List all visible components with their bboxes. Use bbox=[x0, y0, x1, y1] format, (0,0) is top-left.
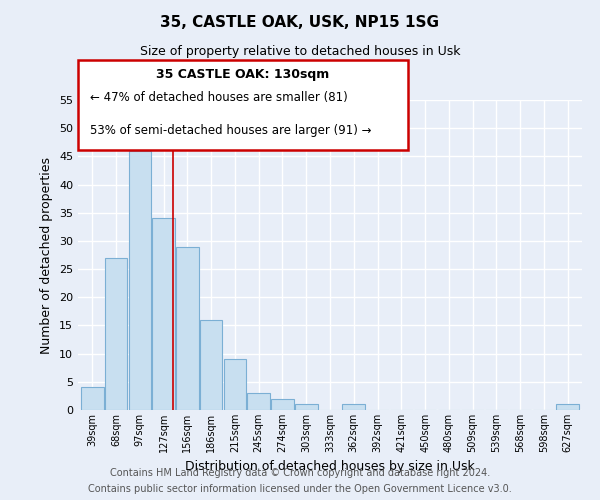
Bar bbox=[200, 320, 223, 410]
Bar bbox=[247, 393, 270, 410]
Y-axis label: Number of detached properties: Number of detached properties bbox=[40, 156, 53, 354]
Bar bbox=[271, 398, 294, 410]
Bar bbox=[556, 404, 579, 410]
Text: Contains HM Land Registry data © Crown copyright and database right 2024.: Contains HM Land Registry data © Crown c… bbox=[110, 468, 490, 477]
Bar bbox=[152, 218, 175, 410]
Bar bbox=[176, 246, 199, 410]
Text: ← 47% of detached houses are smaller (81): ← 47% of detached houses are smaller (81… bbox=[90, 92, 348, 104]
X-axis label: Distribution of detached houses by size in Usk: Distribution of detached houses by size … bbox=[185, 460, 475, 473]
Text: Contains public sector information licensed under the Open Government Licence v3: Contains public sector information licen… bbox=[88, 484, 512, 494]
Text: 53% of semi-detached houses are larger (91) →: 53% of semi-detached houses are larger (… bbox=[90, 124, 371, 136]
Bar bbox=[81, 388, 104, 410]
Bar bbox=[295, 404, 317, 410]
Text: 35 CASTLE OAK: 130sqm: 35 CASTLE OAK: 130sqm bbox=[157, 68, 329, 80]
Bar bbox=[128, 150, 151, 410]
Bar bbox=[224, 360, 246, 410]
Text: 35, CASTLE OAK, USK, NP15 1SG: 35, CASTLE OAK, USK, NP15 1SG bbox=[161, 15, 439, 30]
Text: Size of property relative to detached houses in Usk: Size of property relative to detached ho… bbox=[140, 45, 460, 58]
Bar bbox=[105, 258, 127, 410]
Bar bbox=[343, 404, 365, 410]
